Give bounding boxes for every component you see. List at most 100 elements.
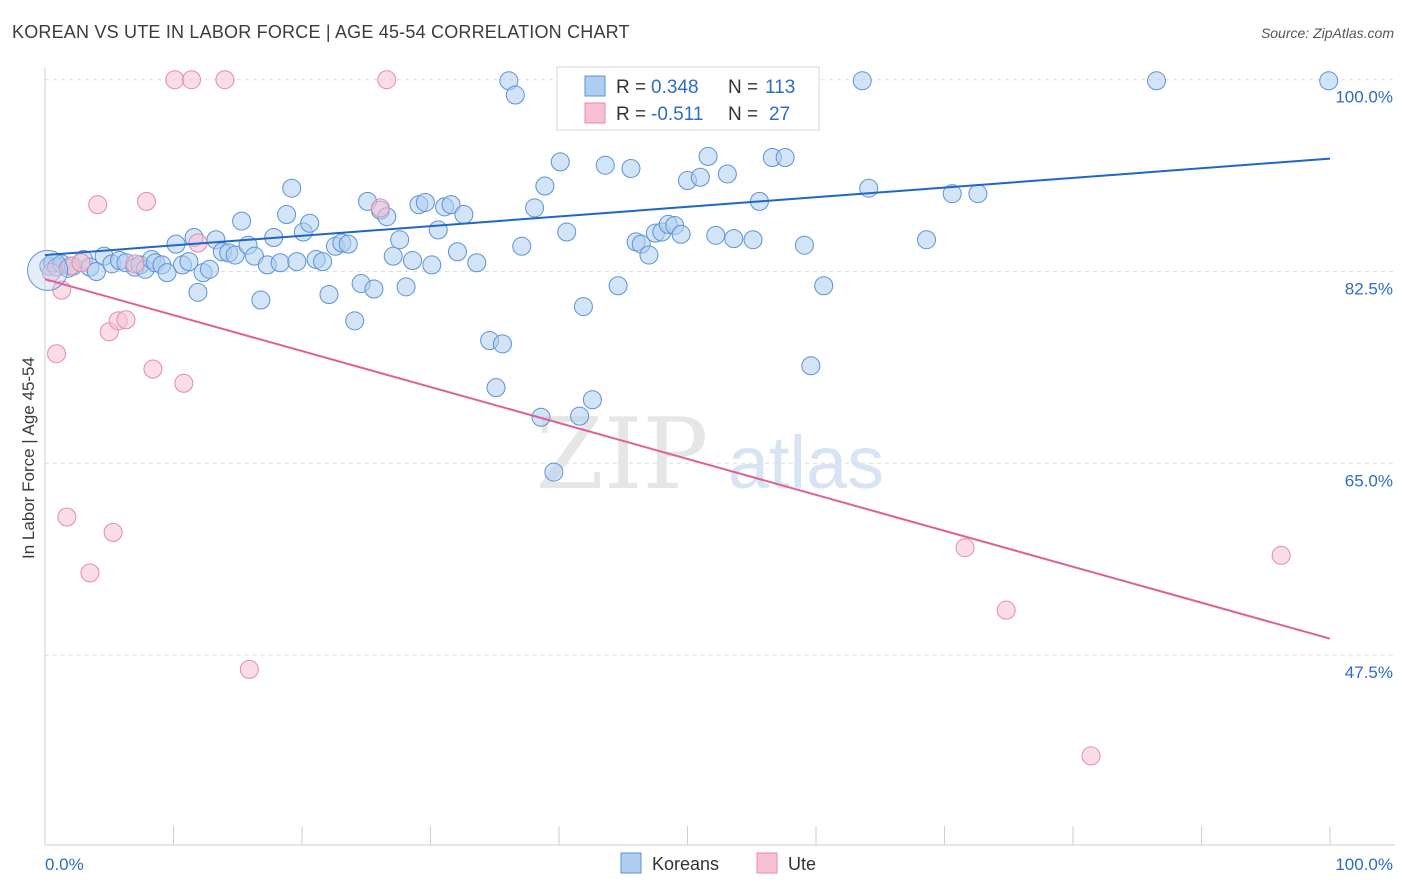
- y-axis-label: In Labor Force | Age 45-54: [19, 357, 38, 559]
- legend-koreans-swatch: [620, 852, 642, 874]
- chart-source: Source: ZipAtlas.com: [1260, 25, 1394, 41]
- korean-point: [486, 378, 506, 398]
- ute-point: [370, 198, 390, 218]
- korean-point: [525, 198, 545, 218]
- korean-point: [225, 245, 245, 265]
- ute-point: [377, 70, 397, 90]
- series-legend: Koreans Ute: [620, 852, 816, 874]
- ute-point: [103, 522, 123, 542]
- legend-koreans-label: Koreans: [652, 854, 719, 874]
- ute-point: [143, 359, 163, 379]
- korean-point: [775, 148, 795, 168]
- korean-point: [86, 262, 106, 281]
- korean-point: [1319, 71, 1339, 91]
- korean-point: [724, 229, 744, 249]
- korean-trend-line: [44, 157, 1331, 257]
- korean-r-value: 0.348: [651, 77, 699, 98]
- y-tick-label: 47.5%: [1345, 663, 1393, 682]
- korean-point: [251, 290, 271, 310]
- legend-ute-swatch: [756, 852, 778, 874]
- korean-point: [544, 462, 564, 482]
- korean-point: [717, 164, 737, 184]
- korean-point: [270, 253, 290, 273]
- ute-point: [174, 373, 194, 393]
- korean-point: [428, 220, 448, 240]
- korean-point: [968, 184, 988, 204]
- axis-layer: 47.5% 65.0% 82.5% 100.0% 0.0% 100.0%: [44, 68, 1395, 874]
- korean-point: [743, 230, 763, 250]
- korean-point: [390, 230, 410, 250]
- korean-point: [396, 277, 416, 297]
- ute-point: [996, 600, 1016, 620]
- ute-point: [47, 344, 67, 364]
- x-tick-label-max: 100.0%: [1335, 855, 1393, 874]
- korean-point: [550, 152, 570, 172]
- korean-n-value: 113: [765, 77, 795, 98]
- korean-point: [415, 192, 435, 212]
- ute-trend-line: [44, 278, 1331, 640]
- korean-point: [199, 259, 219, 279]
- ute-point: [88, 195, 108, 215]
- korean-point: [454, 205, 474, 225]
- ute-point: [125, 254, 145, 274]
- korean-point: [582, 390, 602, 410]
- korean-point: [690, 167, 710, 187]
- chart-title: KOREAN VS UTE IN LABOR FORCE | AGE 45-54…: [12, 22, 630, 42]
- korean-point: [698, 146, 718, 166]
- ute-n-label: N =: [728, 104, 763, 125]
- korean-point: [557, 222, 577, 242]
- korean-point: [179, 252, 199, 272]
- korean-point: [232, 211, 252, 231]
- korean-point: [383, 246, 403, 266]
- ute-point: [1271, 545, 1291, 565]
- ute-r-value: -0.511: [651, 104, 703, 125]
- ute-swatch: [584, 102, 606, 124]
- watermark-zip: ZIP: [536, 398, 709, 512]
- y-tick-label: 100.0%: [1335, 88, 1393, 107]
- korean-point: [492, 334, 512, 354]
- korean-r-label: R =: [616, 77, 651, 98]
- korean-point: [422, 255, 442, 275]
- korean-point: [595, 155, 615, 175]
- korean-point: [319, 285, 339, 305]
- y-tick-label: 82.5%: [1345, 280, 1393, 299]
- ute-point: [80, 563, 100, 583]
- legend-ute-label: Ute: [788, 854, 816, 874]
- korean-point: [467, 253, 487, 273]
- watermark-atlas: atlas: [728, 421, 884, 504]
- korean-point: [608, 276, 628, 296]
- korean-point: [570, 406, 590, 426]
- korean-point: [441, 195, 461, 215]
- grid-layer: [45, 79, 1395, 656]
- ute-point: [71, 253, 91, 273]
- x-tick-label-min: 0.0%: [45, 855, 84, 874]
- korean-point: [403, 251, 423, 271]
- korean-point: [345, 311, 365, 331]
- svg-text:R = 0.348 N =: R = 0.348 N = 113: [616, 77, 795, 98]
- korean-point: [573, 297, 593, 317]
- korean-point: [338, 234, 358, 254]
- svg-text:R = -0.511 N =: R = -0.511 N = 27: [616, 104, 790, 125]
- stats-legend: R = 0.348 N = 113 R = -0.511 N = 27: [556, 66, 820, 131]
- korean-point: [942, 184, 962, 204]
- ute-point: [239, 659, 259, 679]
- ute-point: [215, 70, 235, 90]
- ute-point: [165, 70, 185, 90]
- korean-point: [364, 279, 384, 299]
- korean-point: [852, 71, 872, 91]
- ute-point: [137, 191, 157, 211]
- korean-point: [157, 263, 177, 283]
- korean-point: [639, 245, 659, 265]
- trend-layer: [44, 157, 1331, 640]
- ute-point: [116, 310, 136, 330]
- korean-point: [917, 230, 937, 250]
- ute-point: [57, 507, 77, 527]
- korean-n-label: N =: [728, 77, 763, 98]
- y-tick-label: 65.0%: [1345, 471, 1393, 490]
- points-layer: [27, 70, 1339, 766]
- ute-n-value: 27: [769, 104, 790, 125]
- korean-point: [794, 235, 814, 255]
- korean-point: [671, 224, 691, 244]
- korean-point: [313, 252, 333, 272]
